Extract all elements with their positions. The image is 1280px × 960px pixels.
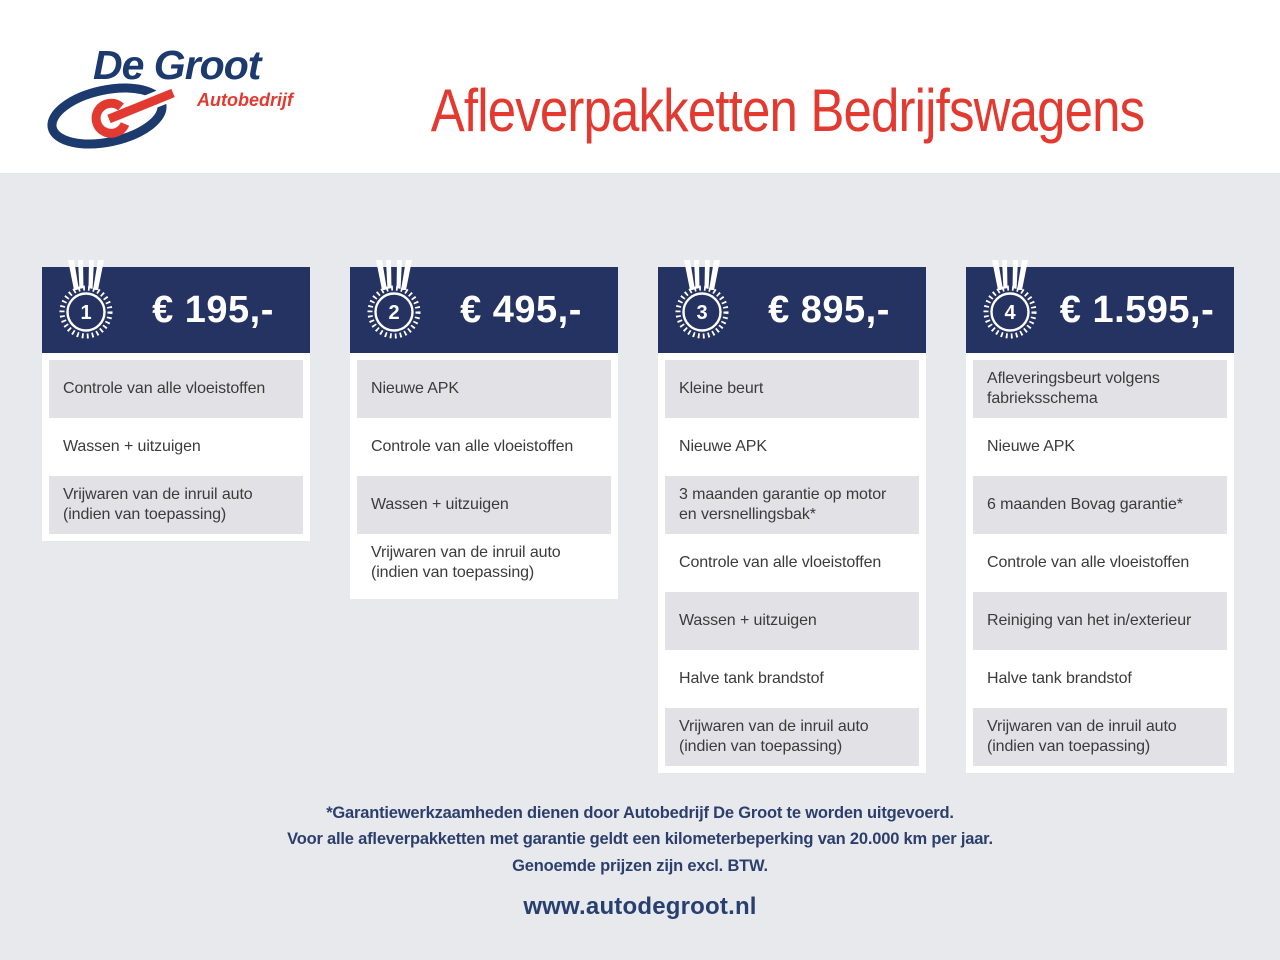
medal-number: 4 (1004, 302, 1016, 324)
package-item-label: Wassen + uitzuigen (371, 496, 509, 513)
medal-icon: 1 (59, 260, 113, 339)
package-card-header: 4 € 1.595,- (966, 260, 1234, 353)
medal-icon: 3 (675, 260, 729, 339)
package-item-label: Halve tank brandstof (679, 670, 824, 687)
package-items: Controle van alle vloeistoffen Wassen + u… (42, 353, 310, 541)
footnote-line: *Garantiewerkzaamheden dienen door Autob… (326, 804, 954, 822)
medal-number: 3 (696, 302, 707, 324)
package-item: 3 maanden garantie op motor en versnelli… (665, 476, 919, 534)
package-item: Vrijwaren van de inruil auto (indien van… (357, 534, 611, 592)
package-item-label: Wassen + uitzuigen (679, 612, 817, 629)
package-item: Halve tank brandstof (973, 650, 1227, 708)
package-item-label: Nieuwe APK (371, 380, 459, 397)
package-item-label: Halve tank brandstof (987, 670, 1132, 687)
package-item: Vrijwaren van de inruil auto (indien van… (49, 476, 303, 534)
package-item-label: Nieuwe APK (987, 438, 1075, 455)
package-price: € 495,- (460, 288, 582, 331)
package-item: Reiniging van het in/exterieur (973, 592, 1227, 650)
package-item: Controle van alle vloeistoffen (49, 360, 303, 418)
package-item-label: Vrijwaren van de inruil auto (indien van… (987, 718, 1177, 755)
package-price: € 1.595,- (1059, 288, 1215, 331)
package-item-label: Wassen + uitzuigen (63, 438, 201, 455)
logo-subtitle: Autobedrijf (197, 90, 293, 110)
page-title: Afleverpakketten Bedrijfswagens (430, 77, 1145, 144)
medal-icon: 2 (367, 260, 421, 339)
packages-row: 1 € 195,- Controle van alle vloeistoffen… (42, 260, 1280, 773)
package-item-label: 6 maanden Bovag garantie* (987, 496, 1183, 513)
footnotes: *Garantiewerkzaamheden dienen door Autob… (0, 800, 1280, 879)
package-item: Kleine beurt (665, 360, 919, 418)
package-item: Controle van alle vloeistoffen (973, 534, 1227, 592)
package-item-label: Vrijwaren van de inruil auto (indien van… (679, 718, 869, 755)
package-card: 3 € 895,- Kleine beurt Nieuwe APK 3 maande… (658, 260, 926, 773)
package-item: Wassen + uitzuigen (665, 592, 919, 650)
footnote-line: Voor alle afleverpakketten met garantie … (287, 830, 993, 849)
medal-icon: 4 (983, 260, 1037, 339)
package-item-label: Controle van alle vloeistoffen (63, 380, 266, 397)
package-item: Nieuwe APK (665, 418, 919, 476)
package-card-header: 2 € 495,- (350, 260, 618, 353)
medal-number: 2 (388, 302, 399, 324)
package-item-label: Vrijwaren van de inruil auto (indien van… (63, 486, 253, 523)
package-item-label: Nieuwe APK (679, 438, 767, 455)
package-item-label: Controle van alle vloeistoffen (679, 554, 882, 571)
package-item-label: Reiniging van het in/exterieur (987, 612, 1192, 629)
package-card: 4 € 1.595,- Afleveringsbeurt volgens fab… (966, 260, 1234, 773)
package-items: Kleine beurt Nieuwe APK 3 maanden garantie… (658, 353, 926, 773)
package-item: Halve tank brandstof (665, 650, 919, 708)
website-url: www.autodegroot.nl (523, 893, 757, 921)
package-item-label: Controle van alle vloeistoffen (371, 438, 574, 455)
package-price: € 895,- (768, 288, 890, 331)
content-band: 1 € 195,- Controle van alle vloeistoffen… (0, 173, 1280, 960)
logo-swoosh-icon (47, 83, 180, 149)
medal-number: 1 (80, 302, 91, 324)
package-card-header: 3 € 895,- (658, 260, 926, 353)
package-item: Wassen + uitzuigen (357, 476, 611, 534)
package-items: Nieuwe APK Controle van alle vloeistoffen… (350, 353, 618, 599)
package-item: Vrijwaren van de inruil auto (indien van… (973, 708, 1227, 766)
company-logo: De Groot Autobedrijf (45, 42, 295, 168)
logo-company-name: De Groot (93, 42, 261, 88)
package-card: 1 € 195,- Controle van alle vloeistoffen… (42, 260, 310, 541)
package-price: € 195,- (152, 288, 274, 331)
package-item: Controle van alle vloeistoffen (357, 418, 611, 476)
package-items: Afleveringsbeurt volgens fabrieksschema N… (966, 353, 1234, 773)
package-item: Wassen + uitzuigen (49, 418, 303, 476)
package-card: 2 € 495,- Nieuwe APK Controle van alle vl… (350, 260, 618, 599)
package-item-label: Controle van alle vloeistoffen (987, 554, 1190, 571)
package-item: Controle van alle vloeistoffen (665, 534, 919, 592)
package-item: Vrijwaren van de inruil auto (indien van… (665, 708, 919, 766)
package-item-label: 3 maanden garantie op motor en versnelli… (679, 486, 887, 523)
package-card-header: 1 € 195,- (42, 260, 310, 353)
header-band: De Groot Autobedrijf Afleverpakketten Be… (0, 0, 1280, 173)
package-item-label: Afleveringsbeurt volgens fabrieksschema (987, 370, 1160, 407)
package-item-label: Kleine beurt (679, 380, 764, 397)
package-item-label: Vrijwaren van de inruil auto (indien van… (371, 544, 561, 581)
package-item: 6 maanden Bovag garantie* (973, 476, 1227, 534)
footnote-line: Genoemde prijzen zijn excl. BTW. (512, 856, 768, 875)
package-item: Nieuwe APK (357, 360, 611, 418)
package-item: Afleveringsbeurt volgens fabrieksschema (973, 360, 1227, 418)
package-item: Nieuwe APK (973, 418, 1227, 476)
